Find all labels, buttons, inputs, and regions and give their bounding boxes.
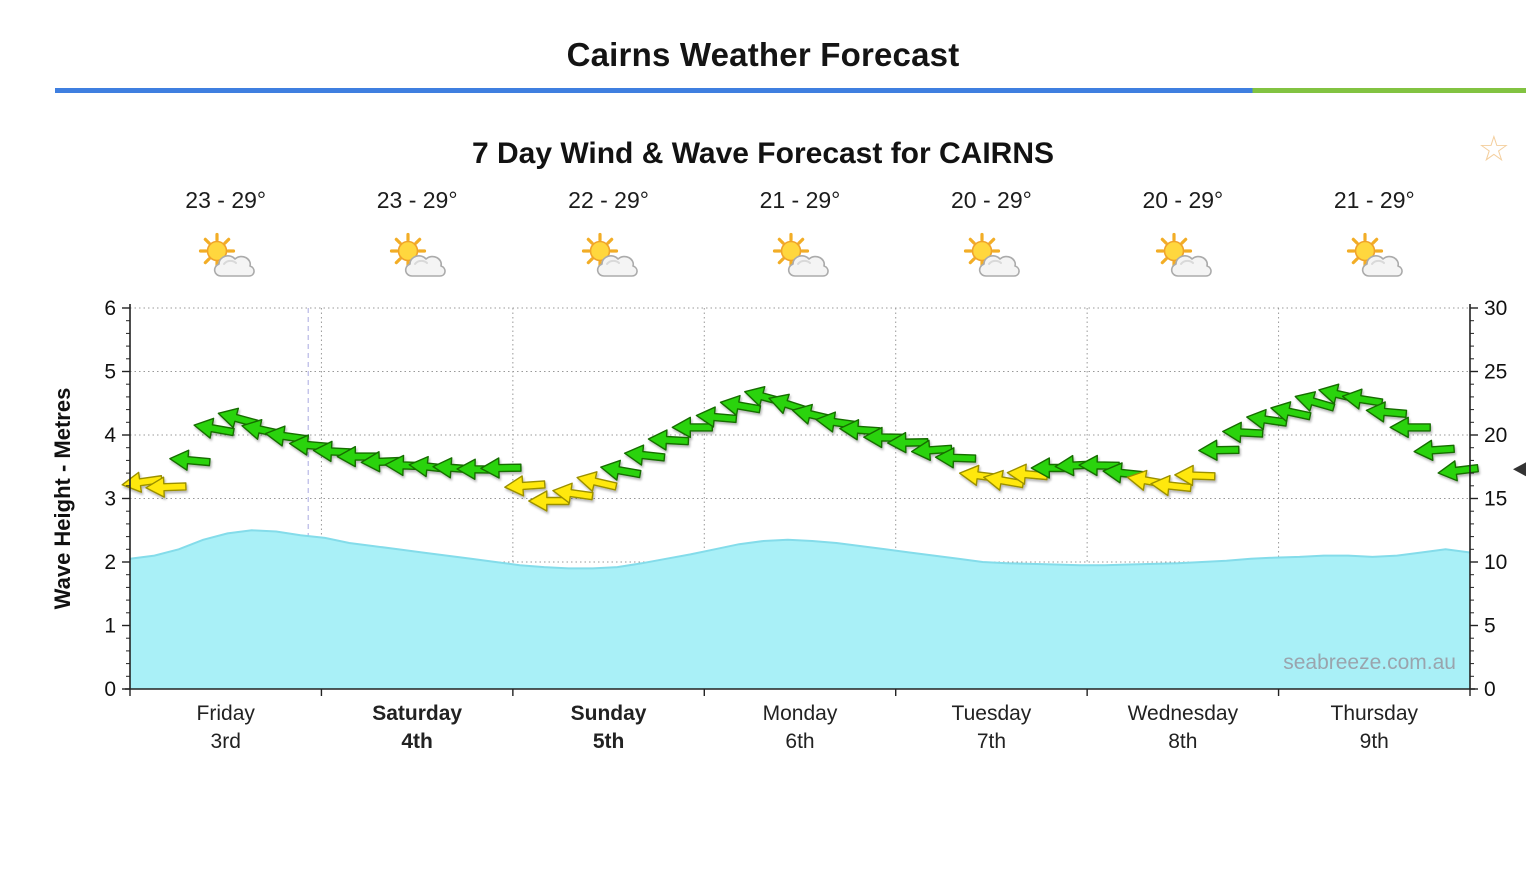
partly-cloudy-icon — [198, 232, 255, 277]
day-date: 4th — [401, 730, 433, 754]
partly-cloudy-icon — [1155, 232, 1212, 277]
header-divider — [55, 88, 1526, 93]
svg-text:0: 0 — [104, 678, 116, 696]
partly-cloudy-icon — [1347, 232, 1404, 277]
svg-text:1: 1 — [104, 615, 116, 638]
svg-text:2: 2 — [104, 551, 116, 574]
svg-text:20: 20 — [1484, 424, 1507, 447]
day-name: Monday — [762, 702, 838, 725]
svg-text:4: 4 — [104, 424, 116, 447]
svg-text:10: 10 — [1484, 551, 1507, 574]
day-label: Monday 6th — [704, 700, 895, 757]
left-axis-title: Wave Height - Metres — [50, 388, 75, 610]
day-temperature: 22 - 29° — [568, 187, 649, 213]
weather-icons-row — [130, 222, 1470, 294]
day-label: Wednesday 8th — [1087, 700, 1278, 757]
temperature-row: 23 - 29° 23 - 29° 22 - 29° 21 - 29° 20 - 29°… — [130, 187, 1470, 214]
weather-icon-cell — [321, 222, 512, 294]
weather-icon-cell — [1087, 222, 1278, 294]
svg-text:3: 3 — [104, 488, 116, 511]
page-title: Cairns Weather Forecast — [566, 36, 960, 73]
wind-arrows — [121, 383, 1479, 512]
day-date: 6th — [785, 730, 815, 754]
day-date: 8th — [1168, 730, 1198, 754]
day-label: Sunday 5th — [513, 700, 704, 757]
partly-cloudy-icon — [964, 232, 1021, 277]
day-label: Thursday 9th — [1279, 700, 1470, 757]
day-temperature: 21 - 29° — [759, 187, 841, 213]
day-date: 3rd — [210, 730, 241, 754]
day-name: Thursday — [1330, 702, 1419, 725]
svg-text:6: 6 — [104, 297, 116, 320]
weather-icon-cell — [704, 222, 895, 294]
svg-text:5: 5 — [104, 361, 116, 384]
right-edge-marker — [1513, 462, 1526, 477]
partly-cloudy-icon — [581, 232, 638, 277]
forecast-section: 7 Day Wind & Wave Forecast for CAIRNS ☆ … — [0, 131, 1526, 757]
svg-text:0: 0 — [1484, 678, 1496, 696]
day-temperature: 21 - 29° — [1333, 187, 1415, 213]
day-name: Wednesday — [1127, 702, 1239, 725]
partly-cloudy-icon — [772, 232, 829, 277]
watermark: seabreeze.com.au — [1283, 651, 1456, 674]
day-date: 9th — [1359, 730, 1389, 754]
weather-icon-cell — [130, 222, 321, 294]
weather-icon-cell — [896, 222, 1087, 294]
day-name: Friday — [196, 702, 255, 725]
day-labels-row: Friday 3rd Saturday 4th Sunday 5th Monday 6th Tu… — [130, 700, 1470, 757]
weather-icon-cell — [1279, 222, 1470, 294]
day-label: Friday 3rd — [130, 700, 321, 757]
weather-icon-cell — [513, 222, 704, 294]
page: Cairns Weather Forecast 7 Day Wind & Wav… — [0, 36, 1526, 875]
day-label: Tuesday 7th — [896, 700, 1087, 757]
day-temperature: 23 - 29° — [185, 187, 267, 213]
wind-wave-chart: seabreeze.com.au 0 1 2 3 4 5 6 0 5 10 15 20 25 30 Wave … — [50, 297, 1526, 696]
svg-text:25: 25 — [1484, 361, 1507, 384]
section-header: 7 Day Wind & Wave Forecast for CAIRNS ☆ — [0, 131, 1526, 171]
svg-text:30: 30 — [1484, 297, 1507, 320]
partly-cloudy-icon — [390, 232, 446, 277]
day-label: Saturday 4th — [321, 700, 512, 757]
day-temperature: 20 - 29° — [951, 187, 1032, 213]
day-name: Saturday — [372, 702, 463, 725]
svg-text:5: 5 — [1484, 615, 1496, 638]
day-date: 5th — [592, 730, 625, 754]
day-date: 7th — [976, 730, 1007, 754]
section-title: 7 Day Wind & Wave Forecast for CAIRNS — [471, 137, 1055, 170]
svg-text:15: 15 — [1484, 488, 1507, 511]
day-temperature: 23 - 29° — [376, 187, 458, 213]
day-temperature: 20 - 29° — [1142, 187, 1224, 213]
day-name: Sunday — [570, 702, 647, 725]
day-name: Tuesday — [951, 702, 1032, 725]
favorite-star-icon[interactable]: ☆ — [1477, 128, 1510, 169]
